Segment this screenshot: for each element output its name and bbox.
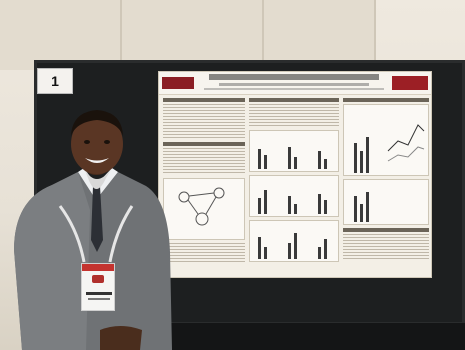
poster-column-left [163, 98, 245, 274]
section-heading [343, 228, 429, 232]
chart-bar [366, 192, 369, 222]
name-badge [81, 263, 115, 311]
chart-bar [324, 200, 327, 214]
section-heading [343, 98, 429, 102]
chart-bar [318, 247, 321, 259]
text-block [163, 104, 245, 138]
chart-bar [318, 194, 321, 214]
chart-bar [324, 159, 327, 169]
chart-bar [288, 196, 291, 214]
chart-bar [294, 233, 297, 259]
chart-bar [360, 151, 363, 173]
chart-bar [354, 143, 357, 173]
chart-figure [249, 130, 339, 172]
chart-bar [366, 137, 369, 173]
institution-logo [392, 76, 428, 90]
pathway-diagram [178, 187, 225, 226]
text-block [163, 148, 245, 174]
text-block [163, 243, 245, 263]
chart-bar [264, 247, 267, 259]
chart-bar [288, 243, 291, 259]
badge-name [86, 292, 112, 295]
badge-header-stripe [82, 264, 114, 271]
chart-figure [249, 220, 339, 262]
poster-column-middle [249, 98, 339, 274]
wall-panel [0, 0, 122, 70]
university-logo [162, 77, 194, 89]
board-number: 1 [51, 73, 59, 89]
section-heading [163, 142, 245, 146]
poster-authors [219, 83, 369, 86]
text-block [249, 104, 339, 126]
chart-bar [294, 204, 297, 214]
badge-affiliation [88, 298, 110, 300]
wall-panel [264, 0, 376, 70]
chart-figure [249, 175, 339, 217]
text-block [343, 234, 429, 260]
board-number-card: 1 [37, 68, 73, 94]
chart-figure [343, 179, 429, 225]
chart-bar [324, 239, 327, 259]
chart-bar [288, 147, 291, 169]
section-heading [249, 98, 339, 102]
chart-bar [258, 237, 261, 259]
research-poster [158, 71, 432, 278]
section-heading [163, 98, 245, 102]
poster-header [159, 72, 431, 95]
chart-bar [318, 151, 321, 169]
chart-bar [258, 198, 261, 214]
poster-affiliations [204, 88, 384, 90]
chart-bar [354, 196, 357, 222]
chart-figure [343, 104, 429, 176]
chart-bar [360, 204, 363, 222]
chart-bar [258, 149, 261, 169]
chart-bar [264, 155, 267, 169]
poster-title [209, 74, 379, 80]
chart-bar [264, 190, 267, 214]
chart-bar [294, 157, 297, 169]
diagram-figure [163, 178, 245, 240]
poster-column-right [343, 98, 429, 274]
line-chart [387, 124, 425, 162]
wall-panel [122, 0, 264, 70]
badge-logo [92, 275, 104, 283]
